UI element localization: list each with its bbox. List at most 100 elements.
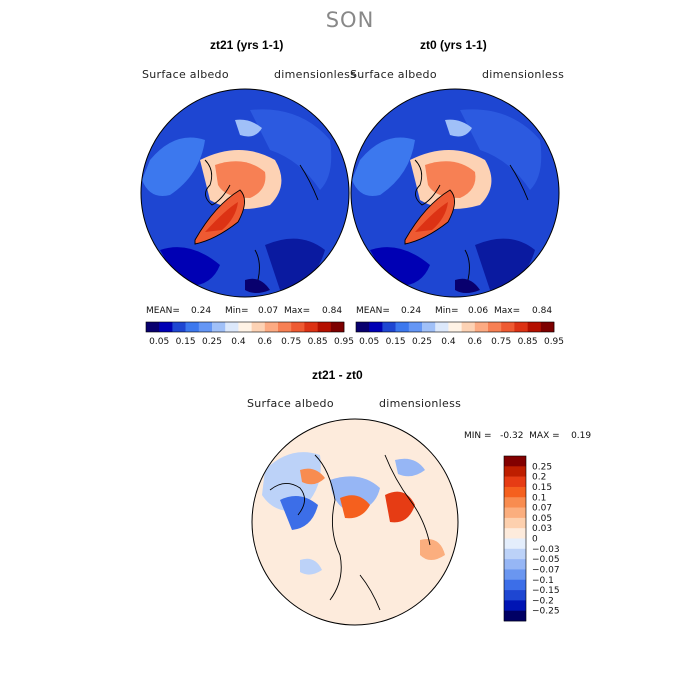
colorbar-1-swatch xyxy=(198,322,213,332)
colorbar-diff-swatch xyxy=(504,600,526,611)
colorbar-2-tick-label: 0.6 xyxy=(468,337,483,347)
colorbar-2-tick-label: 0.05 xyxy=(359,337,379,347)
panel-2-units: dimensionless xyxy=(482,68,565,81)
colorbar-2-swatch xyxy=(474,322,489,332)
colorbar-diff-tick-label: −0.1 xyxy=(532,576,554,586)
colorbar-2-frame xyxy=(355,321,555,333)
colorbar-1-tick-label: 0.75 xyxy=(281,337,301,347)
panel-1-min-value: 0.07 xyxy=(258,306,279,316)
colorbar-2-tick-label: 0.15 xyxy=(386,337,406,347)
colorbar-2-swatch xyxy=(514,322,528,332)
colorbar-1-swatch xyxy=(278,322,292,332)
colorbar-diff-swatch xyxy=(504,610,526,622)
colorbar-2-swatch xyxy=(395,322,410,332)
colorbar-diff-swatch xyxy=(504,579,526,591)
colorbar-1-swatch xyxy=(304,322,318,332)
colorbar-1-tick-label: 0.85 xyxy=(308,337,328,347)
colorbar-diff-tick-label: −0.15 xyxy=(532,586,560,596)
colorbar-1-swatch xyxy=(291,322,305,332)
diff-panel-title: zt21 - zt0 xyxy=(312,368,363,382)
panel-1-variable: Surface albedo xyxy=(142,68,229,81)
colorbar-2-tick-label: 0.25 xyxy=(412,337,432,347)
panel-1-mean-label: MEAN= xyxy=(146,306,180,316)
diff-units: dimensionless xyxy=(379,397,462,410)
colorbar-2-swatch xyxy=(501,322,515,332)
panel-1-max-value: 0.84 xyxy=(322,306,343,316)
panel-2-variable: Surface albedo xyxy=(350,68,437,81)
colorbar-1-tick-label: 0.4 xyxy=(231,337,246,347)
colorbar-2-swatch xyxy=(408,322,423,332)
panel-2-mean-label: MEAN= xyxy=(356,306,390,316)
colorbar-diff-tick-label: 0.05 xyxy=(532,514,552,524)
colorbar-1-frame xyxy=(145,321,345,333)
colorbar-1-swatch xyxy=(172,322,186,332)
colorbar-diff-swatch xyxy=(504,517,526,529)
colorbar-diff-swatch xyxy=(504,507,526,519)
colorbar-2-swatch xyxy=(356,322,370,332)
colorbar-1-swatch xyxy=(238,322,252,332)
colorbar-diff-tick-label: −0.2 xyxy=(532,596,554,606)
panel-2-min-value: 0.06 xyxy=(468,306,489,316)
colorbar-2-swatch xyxy=(369,322,383,332)
colorbar-diff-swatch xyxy=(504,548,526,560)
colorbar-diff-tick-label: 0.07 xyxy=(532,504,552,514)
colorbar-1-tick-label: 0.15 xyxy=(176,337,196,347)
colorbar-2-swatch xyxy=(488,322,502,332)
panel-2-max-value: 0.84 xyxy=(532,306,553,316)
colorbar-1-tick-label: 0.25 xyxy=(202,337,222,347)
colorbar-2-swatch xyxy=(527,322,542,332)
panel-1-max-label: Max= xyxy=(284,306,311,316)
colorbar-1-swatch xyxy=(159,322,173,332)
colorbar-1-swatch xyxy=(251,322,266,332)
albedo-map-zt0 xyxy=(350,88,560,298)
colorbar-diff-tick-label: 0 xyxy=(532,535,538,545)
colorbar-2-tick-label: 0.75 xyxy=(491,337,511,347)
colorbar-1-swatch xyxy=(264,322,279,332)
colorbar-diff-swatch xyxy=(504,538,526,550)
panel-2-title: zt0 (yrs 1-1) xyxy=(420,38,487,52)
colorbar-diff-tick-label: 0.15 xyxy=(532,483,552,493)
colorbar-1-swatch xyxy=(212,322,226,332)
diff-variable: Surface albedo xyxy=(247,397,334,410)
colorbar-diff-tick-label: 0.2 xyxy=(532,473,546,483)
colorbar-1-tick-label: 0.05 xyxy=(149,337,169,347)
season-title: SON xyxy=(325,8,375,32)
panel-1-title: zt21 (yrs 1-1) xyxy=(210,38,284,52)
colorbar-diff-swatch xyxy=(504,559,526,570)
colorbar-1-swatch xyxy=(185,322,200,332)
colorbar-diff-frame xyxy=(503,455,527,622)
panel-1-mean-value: 0.24 xyxy=(191,306,212,316)
colorbar-2-swatch xyxy=(540,322,555,332)
albedo-map-zt21 xyxy=(140,88,350,298)
colorbar-diff-swatch xyxy=(504,497,526,508)
colorbar-diff-tick-label: −0.03 xyxy=(532,545,560,555)
colorbar-1-tick-label: 0.95 xyxy=(334,337,354,347)
colorbar-diff-swatch xyxy=(504,486,526,498)
colorbar-diff-swatch xyxy=(504,569,526,581)
colorbar-diff-tick-label: −0.05 xyxy=(532,555,560,565)
albedo-difference-map xyxy=(251,418,459,626)
colorbar-1-swatch xyxy=(330,322,345,332)
panel-2-max-label: Max= xyxy=(494,306,521,316)
colorbar-diff-tick-label: 0.03 xyxy=(532,524,552,534)
colorbar-1-swatch xyxy=(225,322,239,332)
colorbar-2-tick-label: 0.85 xyxy=(518,337,538,347)
colorbar-diff-swatch xyxy=(504,528,526,539)
colorbar-diff-swatch xyxy=(504,456,526,467)
colorbar-2-swatch xyxy=(422,322,436,332)
colorbar-diff-swatch xyxy=(504,476,526,488)
panel-1-units: dimensionless xyxy=(274,68,357,81)
colorbar-diff-tick-label: −0.07 xyxy=(532,565,560,575)
colorbar-2-swatch xyxy=(448,322,462,332)
colorbar-2-tick-label: 0.4 xyxy=(441,337,456,347)
colorbar-2-swatch xyxy=(461,322,476,332)
colorbar-diff-swatch xyxy=(504,466,526,477)
colorbar-diff-tick-label: 0.25 xyxy=(532,462,552,472)
panel-2-min-label: Min= xyxy=(435,306,459,316)
colorbar-2-swatch xyxy=(435,322,449,332)
colorbar-2-tick-label: 0.95 xyxy=(544,337,564,347)
colorbar-1-swatch xyxy=(317,322,332,332)
diff-min-max: MIN = -0.32 MAX = 0.19 xyxy=(464,431,592,441)
colorbar-1-tick-label: 0.6 xyxy=(258,337,273,347)
